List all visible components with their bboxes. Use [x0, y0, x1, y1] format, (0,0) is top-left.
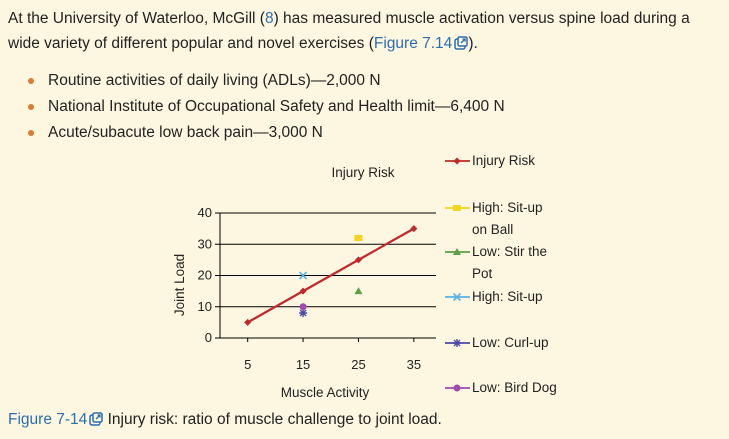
series-line-injury-risk — [247, 227, 415, 324]
x-tick-label: 5 — [244, 357, 251, 372]
y-tick-label: 20 — [198, 268, 212, 283]
x-tick-label: 15 — [296, 357, 310, 372]
injury-risk-chart: 0 10 20 30 40 5 15 25 35 Injury Risk Muscle Activi… — [172, 153, 557, 400]
data-point-high-sit-up-on-ball — [354, 235, 363, 241]
data-point-injury-risk — [354, 256, 362, 264]
legend-label-high-sit-up: High: Sit-up — [472, 289, 543, 304]
y-tick-label: 0 — [205, 330, 212, 345]
chart-title: Injury Risk — [331, 165, 394, 180]
legend-marker-low-stir-the-pot — [453, 248, 461, 255]
legend-label-low-stir-the-pot: Low: Stir the Pot — [472, 244, 547, 281]
external-link-icon — [454, 36, 469, 50]
caption-text: Injury risk: ratio of muscle challenge t… — [107, 411, 442, 428]
bullet-item-niosh: National Institute of Occupational Safet… — [26, 94, 505, 120]
intro-text-middle: ) has measured muscle activation versus … — [8, 10, 690, 52]
y-tick-label: 30 — [198, 236, 212, 251]
data-point-injury-risk — [244, 318, 252, 326]
figure-link[interactable]: Figure 7.14 — [373, 35, 469, 52]
bullet-list: Routine activities of daily living (ADLs… — [26, 68, 505, 146]
data-point-low-stir-the-pot — [354, 287, 363, 295]
data-point-injury-risk — [299, 287, 307, 295]
legend-marker-high-sit-up-on-ball — [453, 205, 461, 211]
figure-link-label: Figure 7.14 — [373, 35, 453, 52]
bullet-item-adl: Routine activities of daily living (ADLs… — [26, 68, 505, 94]
bullet-item-lbp: Acute/subacute low back pain—3,000 N — [26, 120, 505, 146]
data-point-high-sit-up — [299, 271, 308, 280]
x-tick-label: 35 — [407, 357, 421, 372]
y-axis-label: Joint Load — [172, 254, 187, 316]
legend-marker-injury-risk — [453, 157, 461, 165]
caption-figure-label[interactable]: Figure 7-14 — [8, 411, 104, 428]
legend-label-low-curl-up: Low: Curl-up — [472, 335, 549, 350]
legend-label-low-bird-dog: Low: Bird Dog — [472, 380, 557, 395]
legend-marker-low-bird-dog — [453, 384, 461, 392]
x-axis-label: Muscle Activity — [281, 385, 370, 400]
data-point-injury-risk — [410, 225, 418, 233]
legend-label-high-sit-up-on-ball: High: Sit-up on Ball — [472, 200, 543, 237]
caption-label-text: Figure 7-14 — [8, 411, 88, 428]
legend-marker-low-curl-up — [453, 339, 461, 347]
external-link-icon — [89, 412, 104, 426]
data-point-low-curl-up — [299, 309, 308, 317]
y-tick-label: 10 — [198, 299, 212, 314]
legend-marker-high-sit-up — [452, 292, 462, 302]
figure-caption: Figure 7-14 Injury risk: ratio of muscle… — [8, 411, 442, 429]
intro-paragraph: At the University of Waterloo, McGill (8… — [8, 6, 720, 56]
citation-link[interactable]: 8 — [264, 10, 274, 27]
data-point-low-bird-dog — [299, 303, 307, 311]
y-tick-label: 40 — [198, 205, 212, 220]
intro-text-after: ). — [468, 35, 478, 52]
legend-label-injury-risk: Injury Risk — [472, 153, 535, 168]
x-tick-label: 25 — [351, 357, 365, 372]
intro-text-before: At the University of Waterloo, McGill ( — [8, 10, 265, 27]
